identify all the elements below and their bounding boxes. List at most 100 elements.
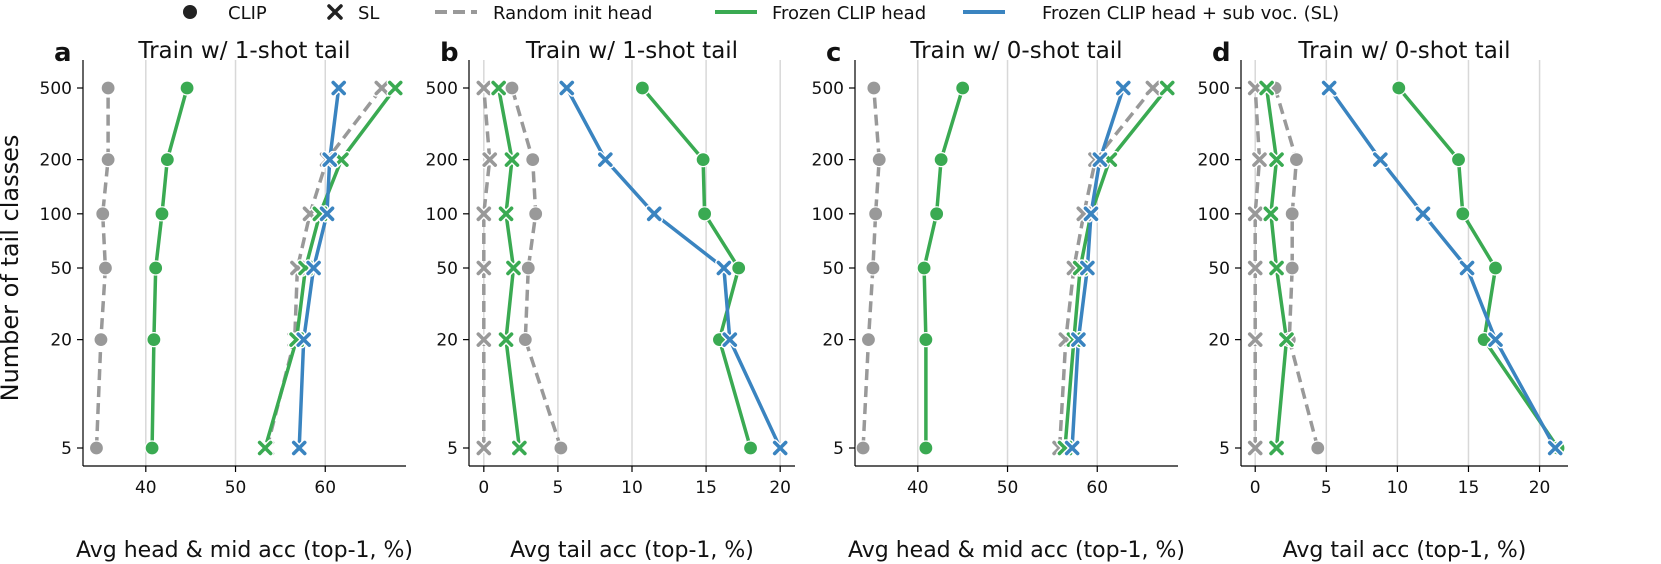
x-tick-label: 40 bbox=[135, 478, 157, 498]
data-point bbox=[553, 440, 569, 456]
data-point bbox=[322, 152, 338, 167]
x-tick-label: 60 bbox=[314, 478, 336, 498]
data-point bbox=[506, 260, 521, 276]
data-point bbox=[1459, 260, 1475, 276]
data-point bbox=[1064, 440, 1080, 456]
data-point bbox=[772, 440, 788, 456]
series-line-random-circle bbox=[1273, 87, 1320, 449]
series-line-frozen-x bbox=[1264, 87, 1289, 449]
data-point bbox=[722, 332, 738, 347]
data-point bbox=[498, 332, 514, 347]
x-tick-label: 15 bbox=[1458, 478, 1480, 498]
y-tick-label: 500 bbox=[812, 79, 844, 99]
data-point bbox=[871, 152, 887, 168]
legend-label: CLIP bbox=[228, 3, 267, 24]
x-tick-label: 50 bbox=[225, 478, 247, 498]
data-point bbox=[559, 80, 575, 96]
data-point bbox=[491, 80, 506, 96]
x-axis-title: Avg tail acc (top-1, %) bbox=[510, 538, 754, 563]
data-point bbox=[1284, 206, 1300, 222]
y-tick-label: 20 bbox=[1208, 331, 1230, 351]
data-point bbox=[1263, 206, 1279, 222]
data-point bbox=[855, 440, 871, 456]
data-point bbox=[598, 152, 613, 167]
panel-letter: b bbox=[440, 38, 459, 68]
series-line-frozen-x bbox=[263, 86, 397, 449]
data-point bbox=[868, 206, 884, 222]
series-line-random-circle bbox=[94, 88, 110, 449]
data-point bbox=[1071, 332, 1086, 347]
legend-label: Frozen CLIP head + sub voc. (SL) bbox=[1042, 3, 1339, 24]
y-tick-label: 20 bbox=[822, 331, 844, 351]
chart-panel-c: 40 50 60 5 20 50 100 200 500 c Train w/ 0-shot tai… bbox=[812, 38, 1185, 563]
data-point bbox=[1269, 260, 1284, 276]
data-point bbox=[929, 206, 945, 222]
y-tick-label: 100 bbox=[812, 205, 844, 225]
data-point bbox=[646, 206, 662, 222]
y-tick-label: 5 bbox=[61, 439, 72, 459]
data-point bbox=[1247, 440, 1263, 456]
data-point bbox=[387, 80, 403, 96]
x-axis-title: Avg tail acc (top-1, %) bbox=[1283, 538, 1527, 563]
series-line-frozen-circle bbox=[150, 87, 189, 449]
data-point bbox=[476, 332, 492, 347]
y-tick-label: 5 bbox=[833, 439, 844, 459]
y-tick-label: 500 bbox=[426, 79, 458, 99]
series-line-random-x bbox=[482, 87, 492, 448]
data-point bbox=[1145, 80, 1161, 96]
x-tick-label: 0 bbox=[478, 478, 489, 498]
legend-label: SL bbox=[358, 3, 379, 24]
panel-letter: c bbox=[826, 38, 841, 68]
data-point bbox=[95, 206, 111, 222]
data-point bbox=[1391, 80, 1407, 96]
data-point bbox=[1488, 332, 1503, 347]
x-tick-label: 60 bbox=[1086, 478, 1108, 498]
legend-label: Frozen CLIP head bbox=[772, 3, 926, 24]
data-point bbox=[498, 206, 514, 222]
data-point bbox=[697, 206, 713, 222]
data-point bbox=[933, 152, 949, 168]
data-point bbox=[1450, 152, 1467, 168]
data-point bbox=[1284, 260, 1300, 276]
y-tick-label: 200 bbox=[812, 151, 844, 171]
panel-letter: d bbox=[1212, 38, 1231, 68]
y-tick-label: 5 bbox=[447, 439, 458, 459]
data-point bbox=[1269, 152, 1284, 167]
y-tick-label: 50 bbox=[822, 259, 844, 279]
data-point bbox=[1080, 260, 1095, 276]
y-axis-title: Number of tail classes bbox=[0, 135, 24, 402]
data-point bbox=[865, 260, 881, 276]
data-point bbox=[525, 152, 541, 168]
data-point bbox=[1373, 152, 1388, 167]
series-line-random-circle bbox=[861, 87, 881, 449]
data-point bbox=[100, 152, 116, 168]
data-point bbox=[1083, 206, 1099, 222]
x-tick-label: 0 bbox=[1250, 478, 1261, 498]
data-point bbox=[1415, 206, 1431, 222]
x-tick-label: 50 bbox=[997, 478, 1019, 498]
panel-title: Train w/ 1-shot tail bbox=[137, 38, 350, 64]
x-tick-label: 15 bbox=[695, 478, 717, 498]
series-line-subvoc-x bbox=[565, 87, 782, 449]
data-point bbox=[257, 440, 273, 456]
data-point bbox=[866, 80, 882, 96]
series-line-frozen-x bbox=[496, 87, 522, 449]
data-point bbox=[100, 80, 116, 96]
data-point bbox=[146, 332, 162, 348]
data-point bbox=[331, 80, 347, 96]
data-point bbox=[476, 440, 492, 456]
data-point bbox=[154, 206, 170, 222]
data-point bbox=[88, 440, 105, 456]
data-point bbox=[742, 440, 759, 456]
y-tick-label: 200 bbox=[426, 151, 458, 171]
legend-x-marker bbox=[327, 4, 343, 20]
data-point bbox=[476, 206, 492, 222]
x-tick-label: 20 bbox=[769, 478, 791, 498]
y-tick-label: 50 bbox=[50, 259, 72, 279]
data-point bbox=[1269, 440, 1284, 456]
legend-item: SL bbox=[327, 3, 379, 24]
panel-letter: a bbox=[54, 38, 72, 68]
legend-item: Frozen CLIP head + sub voc. (SL) bbox=[963, 3, 1339, 24]
